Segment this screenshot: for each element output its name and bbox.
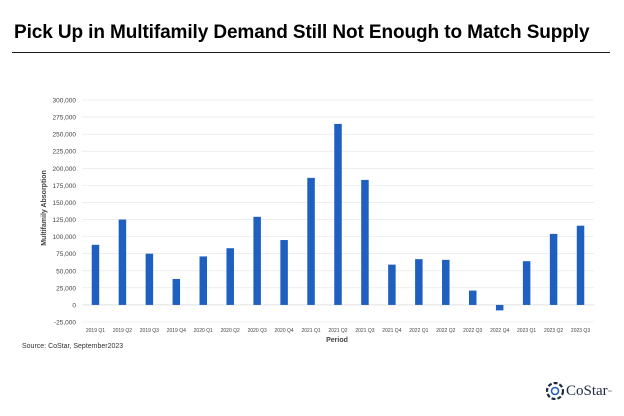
bar — [522, 261, 531, 305]
x-tick-label: 2022 Q4 — [490, 328, 509, 334]
x-tick-label: 2022 Q1 — [409, 328, 428, 334]
x-tick-label: 2023 Q3 — [571, 328, 590, 334]
bar — [388, 264, 396, 305]
y-tick-label: 125,000 — [53, 217, 77, 224]
x-tick-label: 2022 Q2 — [436, 328, 455, 334]
bar — [307, 177, 315, 305]
bar — [549, 233, 558, 305]
y-axis-label: Multifamily Absorption — [41, 170, 48, 246]
costar-logo-text: CoStar — [566, 382, 608, 399]
bar — [145, 253, 154, 305]
y-tick-label: 200,000 — [53, 166, 77, 173]
x-tick-label: 2021 Q3 — [355, 328, 374, 334]
x-tick-label: 2020 Q3 — [248, 328, 267, 334]
bar — [334, 123, 342, 305]
page-title: Pick Up in Multifamily Demand Still Not … — [14, 22, 590, 43]
costar-trademark: ™ — [607, 388, 612, 394]
y-tick-labels: -25,000 0 25,000 50,000 75,000 100,000 125,000… — [53, 98, 77, 327]
bars — [91, 123, 585, 311]
costar-logo: CoStar ™ — [546, 382, 612, 400]
bar — [118, 219, 127, 305]
source-note: Source: CoStar, September2023 — [22, 343, 124, 350]
bar — [495, 304, 504, 311]
y-tick-label: 250,000 — [53, 132, 77, 139]
y-tick-label: 150,000 — [53, 200, 77, 207]
y-tick-label: 75,000 — [56, 251, 76, 258]
bar — [361, 179, 369, 305]
x-tick-label: 2023 Q1 — [517, 328, 536, 334]
x-tick-label: 2019 Q3 — [140, 328, 159, 334]
bar — [172, 278, 181, 305]
bar — [442, 259, 450, 305]
bar — [226, 248, 234, 305]
y-tick-label: 50,000 — [56, 268, 76, 275]
y-tick-label: 100,000 — [53, 234, 77, 241]
bar — [280, 240, 288, 305]
y-tick-label: 225,000 — [53, 149, 77, 156]
y-tick-label: 0 — [72, 302, 76, 309]
x-tick-label: 2023 Q2 — [544, 328, 563, 334]
x-tick-label: 2021 Q1 — [301, 328, 320, 334]
x-tick-label: 2021 Q4 — [382, 328, 401, 334]
bar — [415, 259, 423, 305]
costar-logo-icon — [546, 382, 564, 400]
y-tick-label: 175,000 — [53, 183, 77, 190]
y-tick-label: 25,000 — [56, 285, 76, 292]
x-tick-label: 2020 Q1 — [194, 328, 213, 334]
x-axis-label: Period — [326, 337, 348, 344]
y-tick-label: -25,000 — [54, 320, 76, 327]
x-tick-label: 2019 Q1 — [86, 328, 105, 334]
bar — [576, 225, 585, 305]
bar — [199, 256, 208, 305]
bar — [468, 290, 477, 305]
x-tick-label: 2019 Q4 — [167, 328, 186, 334]
x-tick-label: 2022 Q3 — [463, 328, 482, 334]
bar — [91, 244, 100, 305]
y-tick-label: 275,000 — [53, 115, 77, 122]
x-tick-label: 2020 Q4 — [275, 328, 294, 334]
x-tick-label: 2020 Q2 — [221, 328, 240, 334]
bar — [253, 216, 261, 305]
x-tick-labels: 2019 Q1 2019 Q2 2019 Q3 2019 Q4 2020 Q1 2020 … — [86, 328, 590, 334]
title-divider — [12, 52, 610, 53]
x-tick-label: 2021 Q2 — [328, 328, 347, 334]
x-tick-label: 2019 Q2 — [113, 328, 132, 334]
y-tick-label: 300,000 — [53, 98, 77, 105]
